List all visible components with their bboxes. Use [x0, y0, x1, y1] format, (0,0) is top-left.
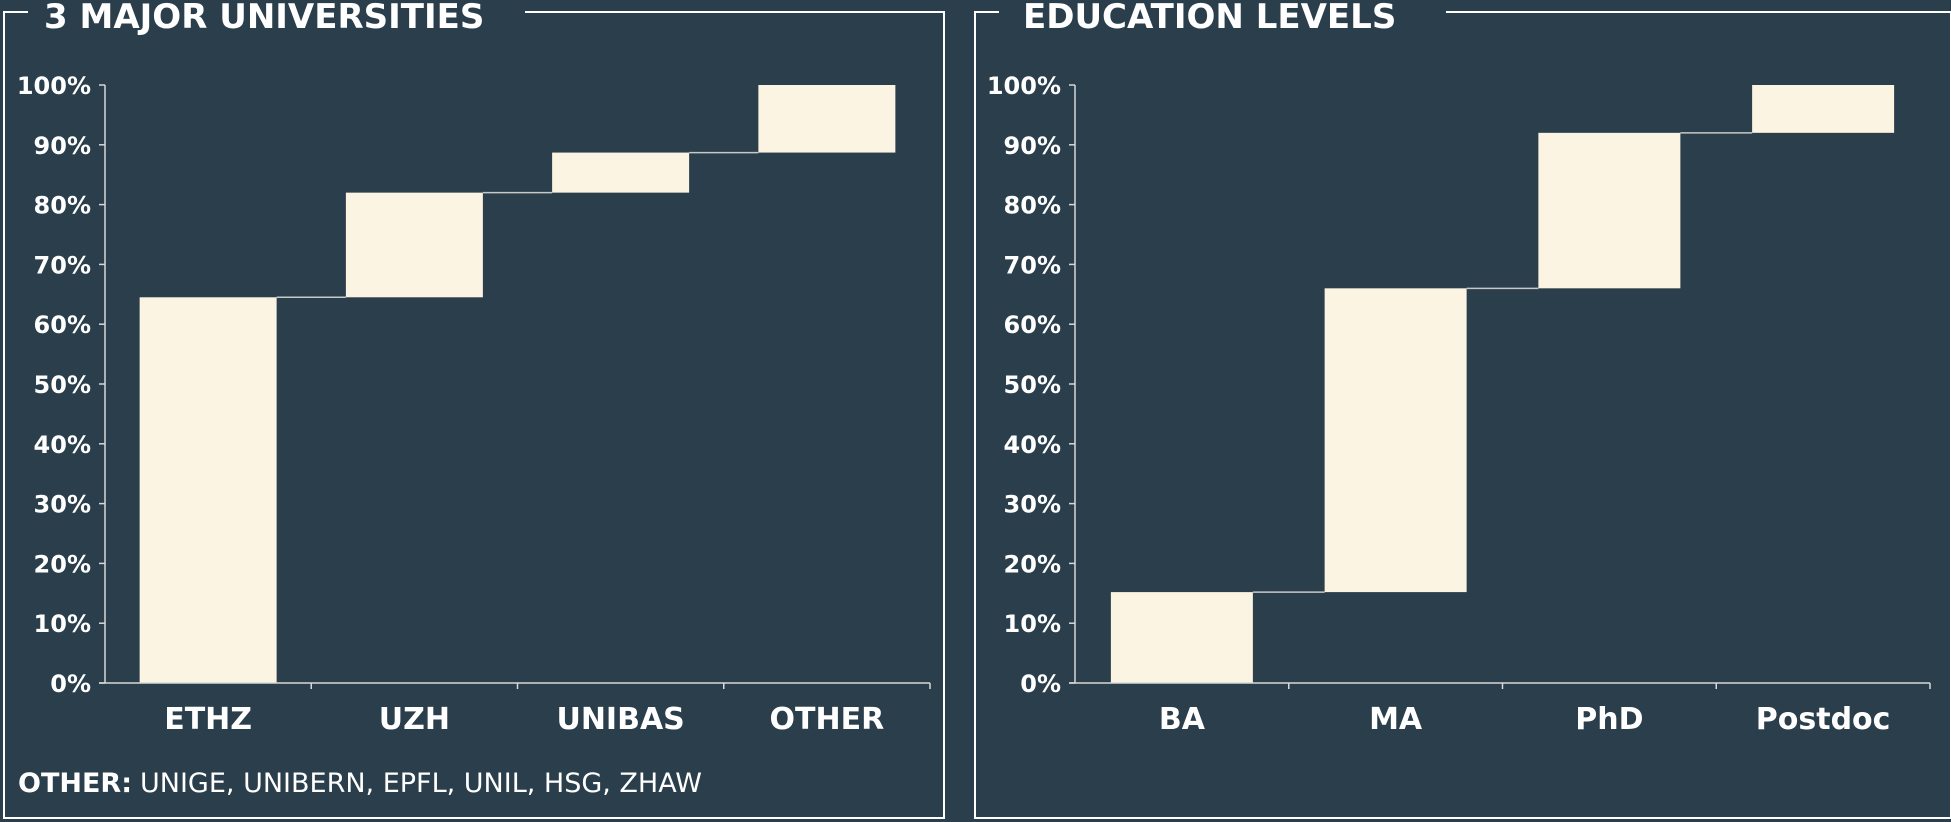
education-panel: EDUCATION LEVELS 0% 10% 20% 30% 40% 50% 60% 70%… — [974, 0, 1951, 819]
bar-ba — [1110, 592, 1253, 683]
education-y-tick-label: 70% — [1004, 251, 1061, 279]
x-label-unibas: UNIBAS — [556, 702, 684, 737]
education-y-tick-label: 100% — [987, 72, 1061, 100]
education-y-tick-label: 90% — [1004, 132, 1061, 160]
education-chart-title: EDUCATION LEVELS — [1023, 0, 1396, 37]
education-connectors — [1252, 132, 1753, 593]
education-y-tick-label: 10% — [1004, 610, 1061, 638]
bar-phd — [1538, 132, 1681, 289]
universities-y-tick-label: 70% — [34, 251, 91, 279]
universities-footnote: OTHER: UNIGE, UNIBERN, EPFL, UNIL, HSG, Z… — [18, 768, 702, 799]
education-axes — [1069, 84, 1931, 689]
footnote-label: OTHER: — [18, 768, 132, 799]
universities-x-axis-labels: ETHZ UZH UNIBAS OTHER — [164, 702, 884, 737]
universities-y-tick-label: 80% — [34, 192, 91, 220]
universities-axes — [99, 84, 931, 689]
bar-postdoc — [1752, 85, 1895, 133]
footnote-text: UNIGE, UNIBERN, EPFL, UNIL, HSG, ZHAW — [140, 768, 702, 799]
education-bars — [1110, 85, 1895, 683]
universities-y-tick-label: 40% — [34, 431, 91, 459]
x-label-ba: BA — [1159, 702, 1206, 737]
universities-y-tick-label: 90% — [34, 132, 91, 160]
education-y-tick-label: 30% — [1004, 491, 1061, 519]
education-x-axis-labels: BA MA PhD Postdoc — [1159, 702, 1891, 737]
education-y-tick-label: 0% — [1020, 670, 1061, 698]
universities-chart-title: 3 MAJOR UNIVERSITIES — [44, 0, 484, 37]
education-y-tick-label: 40% — [1004, 431, 1061, 459]
universities-connectors — [276, 151, 759, 299]
bar-ma — [1324, 288, 1467, 593]
x-label-ethz: ETHZ — [164, 702, 252, 737]
universities-y-tick-label: 100% — [17, 72, 91, 100]
x-label-postdoc: Postdoc — [1756, 702, 1891, 737]
x-label-ma: MA — [1369, 702, 1423, 737]
education-y-tick-label: 20% — [1004, 550, 1061, 578]
universities-y-tick-label: 60% — [34, 311, 91, 339]
x-label-uzh: UZH — [379, 702, 450, 737]
bar-ethz — [139, 297, 277, 683]
universities-panel-frame — [3, 11, 945, 819]
bar-unibas — [552, 152, 690, 193]
universities-y-tick-label: 20% — [34, 550, 91, 578]
bar-uzh — [345, 192, 483, 298]
bar-other — [758, 85, 896, 153]
x-label-phd: PhD — [1575, 702, 1643, 737]
education-y-tick-label: 80% — [1004, 192, 1061, 220]
universities-bars — [139, 85, 896, 683]
universities-y-tick-label: 50% — [34, 371, 91, 399]
universities-panel: 3 MAJOR UNIVERSITIES 0% 10% 20% 30% 40% 50% 60… — [3, 0, 945, 819]
universities-y-tick-label: 0% — [50, 670, 91, 698]
universities-y-axis-ticks: 0% 10% 20% 30% 40% 50% 60% 70% 80% 90% 100% — [17, 72, 91, 698]
education-y-tick-label: 60% — [1004, 311, 1061, 339]
education-y-axis-ticks: 0% 10% 20% 30% 40% 50% 60% 70% 80% 90% 100% — [987, 72, 1061, 698]
education-panel-frame — [974, 11, 1951, 819]
universities-y-tick-label: 10% — [34, 610, 91, 638]
universities-y-tick-label: 30% — [34, 491, 91, 519]
education-y-tick-label: 50% — [1004, 371, 1061, 399]
x-label-other: OTHER — [770, 702, 885, 737]
